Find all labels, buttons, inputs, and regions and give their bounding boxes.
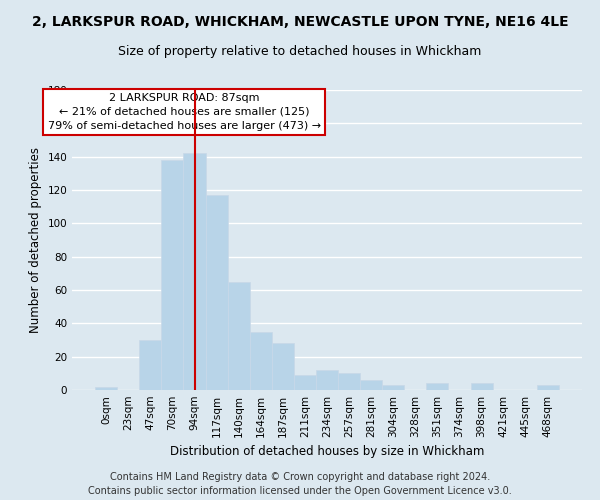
Bar [250, 332, 272, 390]
Bar [272, 344, 294, 390]
Y-axis label: Number of detached properties: Number of detached properties [29, 147, 42, 333]
Text: 2 LARKSPUR ROAD: 87sqm
← 21% of detached houses are smaller (125)
79% of semi-de: 2 LARKSPUR ROAD: 87sqm ← 21% of detached… [47, 93, 321, 131]
Bar [360, 380, 382, 390]
Bar [427, 384, 448, 390]
Text: 2, LARKSPUR ROAD, WHICKHAM, NEWCASTLE UPON TYNE, NE16 4LE: 2, LARKSPUR ROAD, WHICKHAM, NEWCASTLE UP… [32, 15, 568, 29]
Bar [338, 374, 360, 390]
Bar [139, 340, 161, 390]
Bar [470, 384, 493, 390]
Bar [316, 370, 338, 390]
Bar [537, 385, 559, 390]
Text: Contains HM Land Registry data © Crown copyright and database right 2024.: Contains HM Land Registry data © Crown c… [110, 472, 490, 482]
Bar [95, 386, 117, 390]
Bar [206, 195, 227, 390]
Text: Size of property relative to detached houses in Whickham: Size of property relative to detached ho… [118, 45, 482, 58]
Bar [161, 160, 184, 390]
Bar [184, 154, 206, 390]
X-axis label: Distribution of detached houses by size in Whickham: Distribution of detached houses by size … [170, 446, 484, 458]
Bar [227, 282, 250, 390]
Bar [294, 375, 316, 390]
Bar [382, 385, 404, 390]
Text: Contains public sector information licensed under the Open Government Licence v3: Contains public sector information licen… [88, 486, 512, 496]
